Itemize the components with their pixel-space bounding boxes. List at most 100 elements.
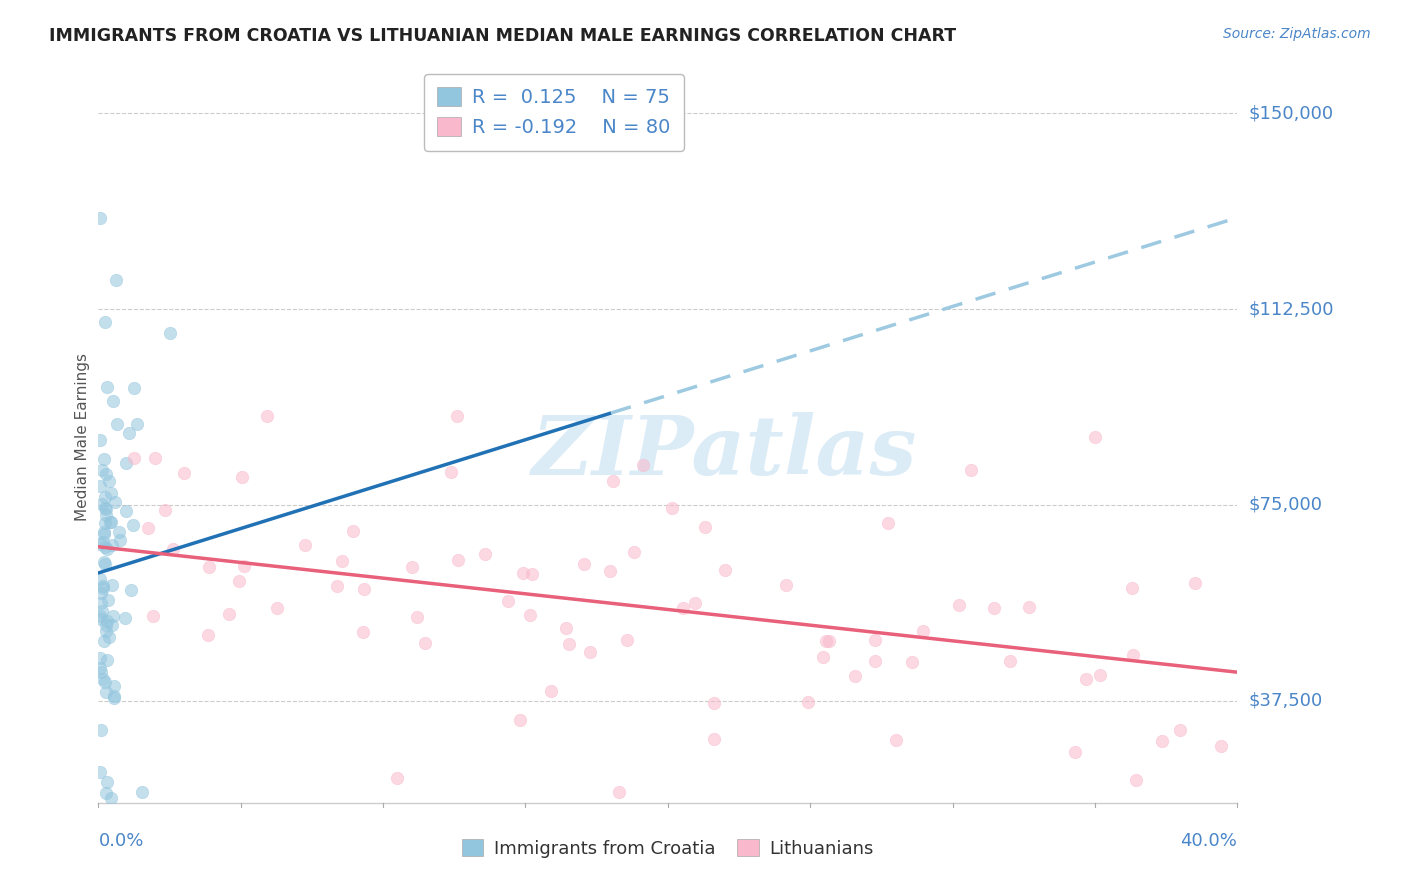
Point — [90, 585, 112, 599]
Text: $75,000: $75,000 — [1249, 496, 1323, 514]
Point — [93, 540, 115, 554]
Point — [93, 555, 115, 569]
Text: $150,000: $150,000 — [1249, 104, 1334, 122]
Point — [540, 683, 562, 698]
Point — [91, 581, 114, 595]
Point — [124, 450, 146, 465]
Point — [94, 618, 117, 632]
Point — [97, 474, 120, 488]
Point — [231, 470, 253, 484]
Point — [103, 691, 125, 706]
Point — [876, 516, 898, 530]
Point — [683, 596, 706, 610]
Point — [162, 541, 184, 556]
Point — [1122, 648, 1144, 662]
Point — [143, 450, 166, 465]
Point — [136, 521, 159, 535]
Point — [814, 633, 837, 648]
Point — [631, 458, 654, 473]
Point — [330, 554, 353, 568]
Point — [558, 636, 581, 650]
Point — [104, 273, 127, 287]
Point — [96, 501, 118, 516]
Point — [96, 653, 118, 667]
Point — [103, 679, 125, 693]
Point — [342, 524, 364, 539]
Point — [89, 764, 111, 779]
Point — [352, 625, 374, 640]
Point — [131, 785, 153, 799]
Point — [153, 502, 176, 516]
Point — [406, 609, 429, 624]
Point — [89, 537, 111, 551]
Point — [818, 634, 841, 648]
Point — [93, 527, 115, 541]
Text: 0.0%: 0.0% — [98, 832, 143, 850]
Point — [100, 516, 122, 530]
Point — [1064, 745, 1087, 759]
Point — [94, 624, 117, 638]
Point — [91, 497, 114, 511]
Point — [865, 633, 887, 648]
Point — [901, 655, 924, 669]
Point — [91, 604, 114, 618]
Point — [983, 600, 1005, 615]
Point — [447, 553, 470, 567]
Point — [94, 467, 117, 482]
Point — [233, 558, 256, 573]
Point — [121, 518, 143, 533]
Point — [159, 326, 181, 340]
Point — [607, 785, 630, 799]
Point — [89, 211, 111, 225]
Point — [89, 651, 111, 665]
Point — [108, 524, 131, 539]
Point — [519, 608, 541, 623]
Point — [100, 538, 122, 552]
Point — [599, 564, 621, 578]
Point — [256, 409, 278, 424]
Point — [100, 486, 122, 500]
Point — [1211, 739, 1233, 754]
Legend: Immigrants from Croatia, Lithuanians: Immigrants from Croatia, Lithuanians — [453, 830, 883, 867]
Point — [98, 515, 121, 529]
Point — [911, 624, 934, 639]
Text: Source: ZipAtlas.com: Source: ZipAtlas.com — [1223, 27, 1371, 41]
Point — [94, 558, 117, 572]
Point — [142, 609, 165, 624]
Point — [94, 675, 117, 690]
Point — [294, 538, 316, 552]
Point — [1084, 430, 1107, 444]
Point — [1000, 654, 1022, 668]
Point — [1184, 576, 1206, 591]
Point — [811, 650, 834, 665]
Point — [198, 559, 221, 574]
Point — [173, 467, 195, 481]
Point — [91, 672, 114, 686]
Point — [1018, 599, 1040, 614]
Point — [578, 645, 600, 659]
Point — [1074, 672, 1097, 686]
Point — [101, 609, 124, 624]
Point — [90, 596, 112, 610]
Point — [796, 694, 818, 708]
Point — [114, 610, 136, 624]
Point — [91, 463, 114, 477]
Text: ZIPatlas: ZIPatlas — [531, 412, 918, 491]
Point — [91, 579, 114, 593]
Point — [96, 775, 118, 789]
Point — [97, 630, 120, 644]
Point — [93, 534, 115, 549]
Point — [197, 627, 219, 641]
Y-axis label: Median Male Earnings: Median Male Earnings — [75, 353, 90, 521]
Point — [1170, 723, 1192, 737]
Point — [108, 533, 131, 547]
Point — [385, 771, 408, 785]
Point — [520, 566, 543, 581]
Point — [93, 490, 115, 504]
Point — [89, 433, 111, 447]
Point — [695, 520, 717, 534]
Point — [90, 723, 112, 738]
Point — [96, 541, 118, 556]
Point — [775, 577, 797, 591]
Point — [93, 452, 115, 467]
